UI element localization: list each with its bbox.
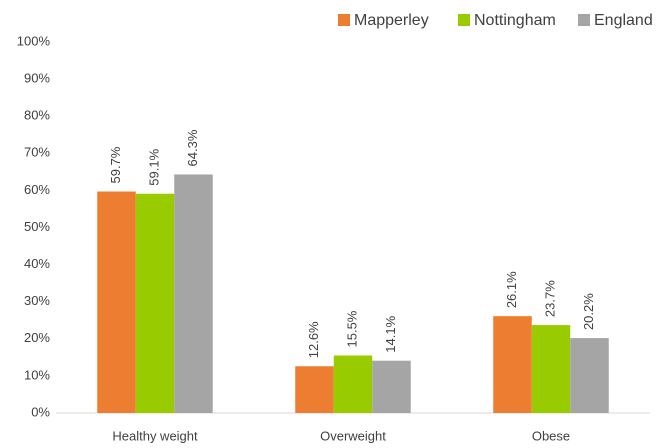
- bar: [97, 191, 136, 413]
- bar: [333, 355, 373, 413]
- bar: [493, 316, 532, 413]
- y-tick-label: 30%: [24, 293, 50, 308]
- bar: [174, 174, 213, 413]
- y-tick-label: 60%: [24, 182, 50, 197]
- data-label: 23.7%: [542, 280, 557, 317]
- data-label: 59.1%: [146, 148, 161, 185]
- legend-swatch: [458, 14, 470, 26]
- data-label: 12.6%: [306, 321, 321, 358]
- data-label: 26.1%: [504, 271, 519, 308]
- legend-swatch: [578, 14, 590, 26]
- legend-label: Mapperley: [354, 12, 429, 29]
- y-tick-label: 20%: [24, 330, 50, 345]
- data-label: 15.5%: [344, 310, 359, 347]
- legend-label: Nottingham: [474, 12, 556, 29]
- y-tick-label: 70%: [24, 145, 50, 160]
- data-label: 20.2%: [581, 293, 596, 330]
- bar: [135, 193, 175, 413]
- x-tick-label: Overweight: [320, 428, 386, 443]
- x-tick-label: Obese: [532, 428, 570, 443]
- bar: [372, 360, 411, 413]
- bar: [531, 325, 571, 413]
- y-tick-label: 0%: [31, 404, 50, 419]
- bar: [570, 338, 609, 413]
- y-tick-label: 90%: [24, 71, 50, 86]
- y-tick-label: 10%: [24, 367, 50, 382]
- bar: [295, 366, 334, 413]
- data-label: 64.3%: [185, 129, 200, 166]
- legend-label: England: [594, 12, 653, 29]
- y-tick-label: 50%: [24, 219, 50, 234]
- data-label: 59.7%: [108, 146, 123, 183]
- data-label: 14.1%: [383, 315, 398, 352]
- y-tick-label: 80%: [24, 108, 50, 123]
- x-tick-label: Healthy weight: [112, 428, 198, 443]
- y-tick-label: 100%: [17, 33, 51, 48]
- y-tick-label: 40%: [24, 256, 50, 271]
- legend-swatch: [338, 14, 350, 26]
